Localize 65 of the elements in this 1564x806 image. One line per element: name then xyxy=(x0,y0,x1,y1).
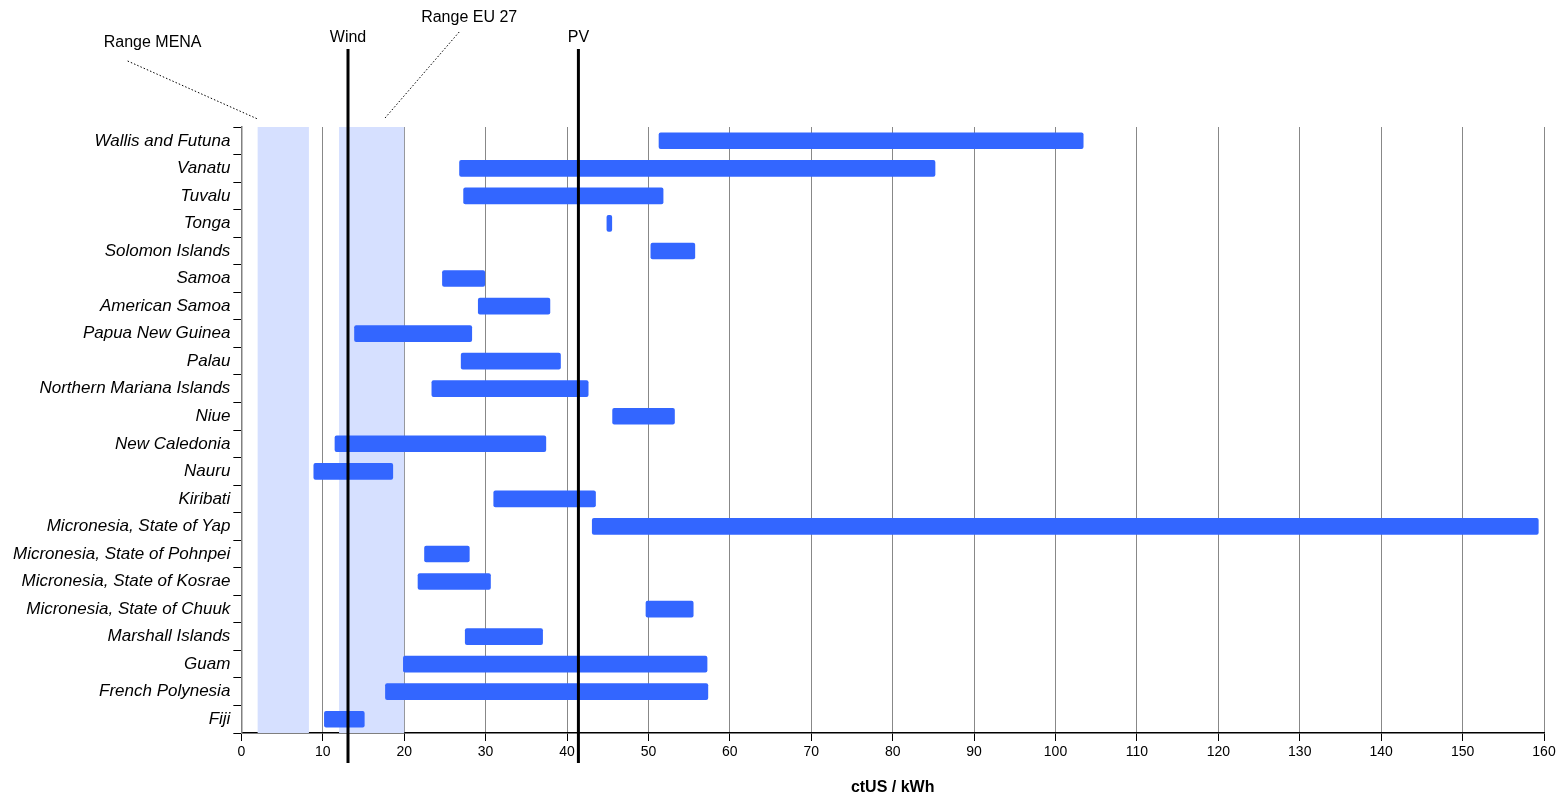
bar xyxy=(385,683,709,701)
y-tick-label: Marshall Islands xyxy=(107,626,231,646)
y-tick-label: Vanatu xyxy=(177,158,231,178)
bar xyxy=(493,490,596,508)
y-tick-label: Micronesia, State of Pohnpei xyxy=(12,543,232,563)
x-tick-label: 50 xyxy=(640,743,657,760)
x-tick-label: 0 xyxy=(237,743,246,760)
x-tick-label: 90 xyxy=(966,743,983,760)
bar xyxy=(424,545,470,563)
bar xyxy=(417,573,491,590)
bar xyxy=(460,352,561,370)
x-tick-label: 150 xyxy=(1450,743,1475,760)
x-tick-label: 130 xyxy=(1288,743,1312,760)
y-tick-label: Northern Mariana Islands xyxy=(39,378,231,398)
bar xyxy=(464,628,543,645)
x-tick-label: 120 xyxy=(1206,743,1231,760)
y-tick-label: New Caledonia xyxy=(115,433,231,453)
x-tick-label: 60 xyxy=(722,743,738,760)
y-tick-label: American Samoa xyxy=(98,295,231,315)
bar xyxy=(313,462,394,480)
y-tick-label: Guam xyxy=(184,653,231,673)
bar xyxy=(354,325,473,342)
x-tick-label: 10 xyxy=(314,743,331,760)
y-tick-label: Micronesia, State of Kosrae xyxy=(21,571,231,591)
x-tick-label: 160 xyxy=(1532,743,1556,760)
y-tick-label: Nauru xyxy=(184,461,231,481)
bar xyxy=(324,710,365,728)
bar xyxy=(403,655,708,673)
bar xyxy=(463,187,664,205)
ref-line-label: Wind xyxy=(329,28,367,45)
x-tick-label: 70 xyxy=(803,743,820,760)
bar xyxy=(334,435,547,453)
x-axis-title: ctUS / kWh xyxy=(850,777,935,795)
y-tick-label: Papua New Guinea xyxy=(82,323,231,343)
y-tick-label: Micronesia, State of Chuuk xyxy=(26,598,232,618)
band-label: Range MENA xyxy=(103,33,202,50)
x-tick-label: 80 xyxy=(884,743,901,760)
y-tick-label: Tonga xyxy=(183,213,231,233)
bar xyxy=(477,297,551,315)
bar xyxy=(459,159,936,177)
y-tick-label: Kiribati xyxy=(178,488,232,508)
x-tick-label: 40 xyxy=(559,743,576,760)
y-tick-label: Solomon Islands xyxy=(104,240,231,260)
x-tick-label: 30 xyxy=(477,743,494,760)
y-tick-label: Palau xyxy=(186,350,231,370)
y-tick-label: Niue xyxy=(195,405,231,425)
x-tick-label: 20 xyxy=(396,743,413,760)
x-tick-label: 140 xyxy=(1369,743,1394,760)
bar xyxy=(645,600,694,618)
y-tick-label: Micronesia, State of Yap xyxy=(46,516,231,536)
bar xyxy=(650,242,696,260)
y-tick-label: Tuvalu xyxy=(180,185,231,205)
y-tick-label: Fiji xyxy=(208,708,232,728)
x-tick-label: 100 xyxy=(1043,743,1068,760)
bar xyxy=(431,380,589,398)
bar xyxy=(612,407,675,425)
ref-line-label: PV xyxy=(567,28,590,45)
y-tick-label: Samoa xyxy=(176,268,231,288)
bar xyxy=(442,270,486,287)
y-tick-label: Wallis and Futuna xyxy=(94,130,231,150)
x-tick-label: 110 xyxy=(1125,743,1149,760)
band-label: Range EU 27 xyxy=(421,8,518,25)
bar xyxy=(658,132,1084,150)
bar xyxy=(591,518,1539,535)
y-tick-label: French Polynesia xyxy=(99,681,231,701)
